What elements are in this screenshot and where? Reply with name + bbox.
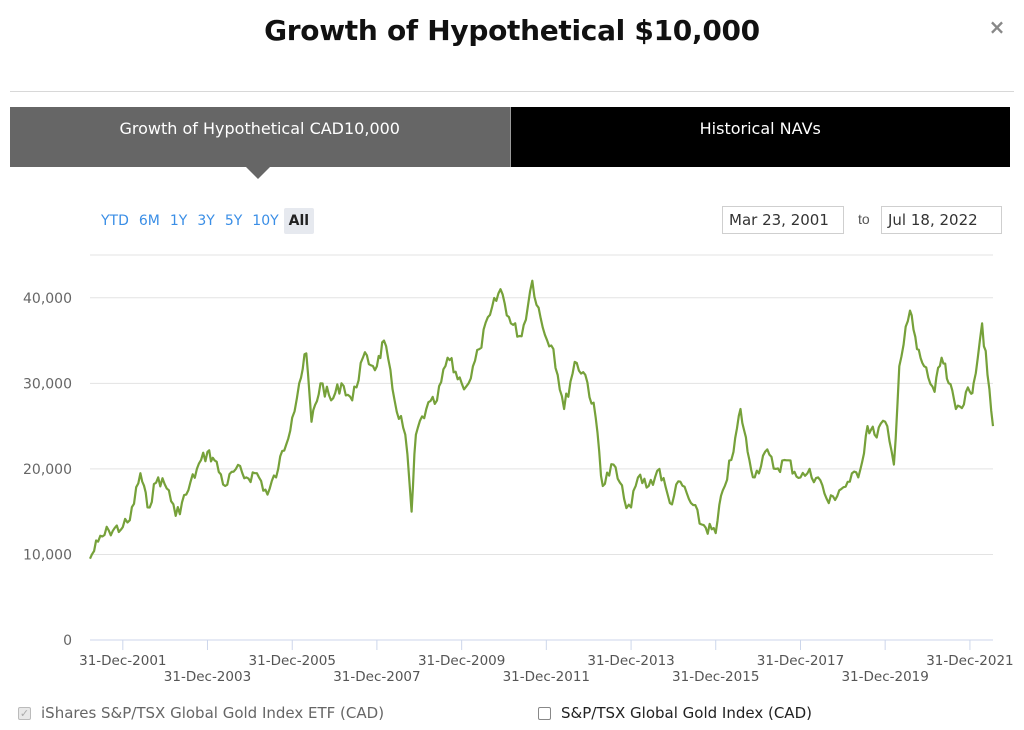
active-tab-pointer <box>246 167 270 179</box>
header-divider <box>10 91 1014 92</box>
legend-item-index[interactable]: S&P/TSX Global Gold Index (CAD) <box>538 704 812 722</box>
range-all-button[interactable]: All <box>283 208 315 234</box>
y-tick-label: 0 <box>63 633 72 649</box>
x-tick-label: 31-Dec-2007 <box>333 669 420 685</box>
range-6m-button[interactable]: 6M <box>138 213 160 229</box>
date-to-label: to <box>858 211 870 227</box>
x-tick-label: 31-Dec-2005 <box>249 653 336 669</box>
x-tick-label: 31-Dec-2001 <box>79 653 166 669</box>
range-1y-button[interactable]: 1Y <box>169 213 188 229</box>
tab-historical-navs[interactable]: Historical NAVs <box>509 107 1010 167</box>
range-5y-button[interactable]: 5Y <box>224 213 243 229</box>
tab-bar: Growth of Hypothetical CAD10,000 Histori… <box>10 107 1010 179</box>
legend-checkbox-etf[interactable]: ✓ <box>18 706 31 720</box>
y-tick-label: 10,000 <box>23 547 72 563</box>
x-tick-label: 31-Dec-2011 <box>503 669 590 685</box>
series-line-etf <box>88 279 995 560</box>
y-tick-label: 40,000 <box>23 291 72 307</box>
close-icon[interactable]: × <box>988 15 1006 39</box>
range-10y-button[interactable]: 10Y <box>252 213 279 229</box>
x-tick-label: 31-Dec-2003 <box>164 669 251 685</box>
legend-checkbox-index[interactable] <box>538 706 551 720</box>
date-from-input[interactable]: Mar 23, 2001 <box>722 206 844 234</box>
x-tick-label: 31-Dec-2013 <box>587 653 674 669</box>
legend-label-index: S&P/TSX Global Gold Index (CAD) <box>561 704 812 722</box>
legend-item-etf[interactable]: ✓ iShares S&P/TSX Global Gold Index ETF … <box>18 704 384 722</box>
x-tick-label: 31-Dec-2017 <box>757 653 844 669</box>
legend-label-etf: iShares S&P/TSX Global Gold Index ETF (C… <box>41 704 385 722</box>
x-tick-label: 31-Dec-2015 <box>672 669 759 685</box>
x-tick-label: 31-Dec-2009 <box>418 653 505 669</box>
range-selector: YTD 6M 1Y 3Y 5Y 10Y All <box>96 208 315 234</box>
y-tick-label: 30,000 <box>23 376 72 392</box>
date-to-input[interactable]: Jul 18, 2022 <box>881 206 1002 234</box>
tab-growth-of-hypothetical[interactable]: Growth of Hypothetical CAD10,000 <box>10 107 510 179</box>
tab-historical-label: Historical NAVs <box>699 118 821 138</box>
page-title: Growth of Hypothetical $10,000 <box>264 14 760 47</box>
range-3y-button[interactable]: 3Y <box>197 213 215 229</box>
x-tick-label: 31-Dec-2019 <box>841 669 928 685</box>
y-tick-label: 20,000 <box>23 462 72 478</box>
tab-growth-label: Growth of Hypothetical CAD10,000 <box>119 118 400 138</box>
x-tick-label: 31-Dec-2021 <box>926 653 1013 669</box>
growth-line-chart: 010,00020,00030,00040,00031-Dec-200131-D… <box>23 254 1014 685</box>
range-ytd-button[interactable]: YTD <box>101 213 129 229</box>
